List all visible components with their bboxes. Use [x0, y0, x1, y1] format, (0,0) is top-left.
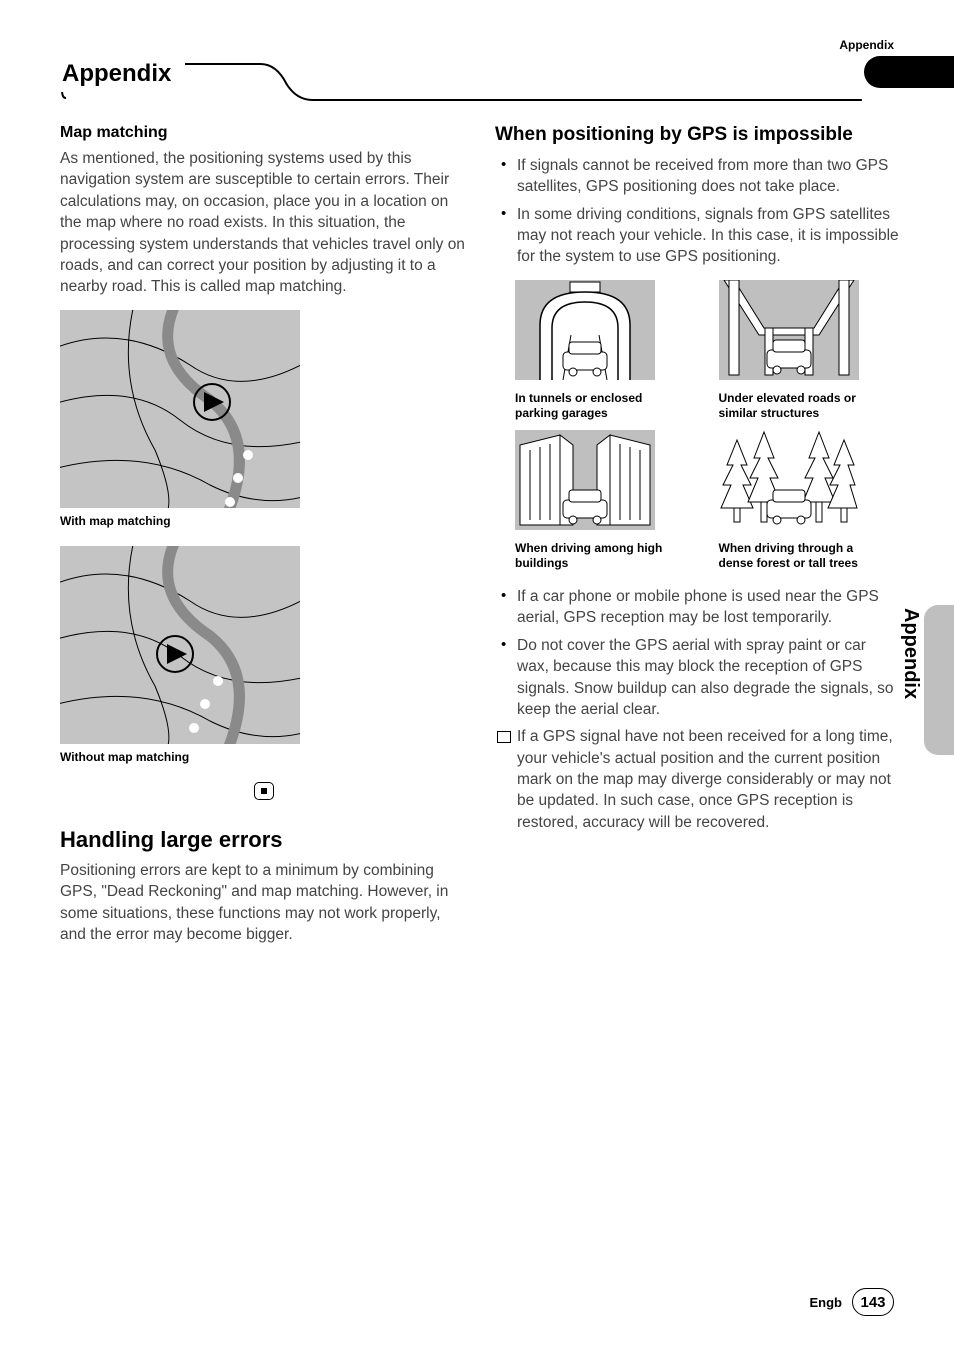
side-tab — [924, 605, 954, 755]
bullets-top: If signals cannot be received from more … — [495, 155, 902, 268]
scenario-buildings: When driving among high buildings — [515, 430, 699, 572]
bullet-item: If signals cannot be received from more … — [495, 155, 902, 198]
chapter-title: Appendix — [60, 60, 185, 92]
caption-with-map-matching: With map matching — [60, 514, 467, 528]
bullet-item: In some driving conditions, signals from… — [495, 204, 902, 268]
map-matching-paragraph: As mentioned, the positioning systems us… — [60, 148, 467, 298]
bullet-item: If a car phone or mobile phone is used n… — [495, 586, 902, 629]
chapter-bar: Appendix — [60, 60, 902, 92]
scenario-caption: When driving among high buildings — [515, 541, 665, 572]
scenario-grid: In tunnels or enclosed parking garages — [515, 280, 902, 572]
scenario-elevated: Under elevated roads or similar structur… — [719, 280, 903, 422]
scenario-tunnel: In tunnels or enclosed parking garages — [515, 280, 699, 422]
scenario-forest: When driving through a dense forest or t… — [719, 430, 903, 572]
scenario-caption: In tunnels or enclosed parking garages — [515, 391, 665, 422]
figure-with-map-matching — [60, 310, 467, 508]
side-tab-label: Appendix — [899, 608, 922, 699]
caption-without-map-matching: Without map matching — [60, 750, 467, 764]
bullet-item-note: If a GPS signal have not been received f… — [495, 726, 902, 833]
scenario-caption: Under elevated roads or similar structur… — [719, 391, 869, 422]
header-section-label: Appendix — [60, 38, 902, 52]
footer-lang: Engb — [810, 1295, 843, 1310]
page-footer: Engb 143 — [810, 1288, 895, 1316]
scenario-caption: When driving through a dense forest or t… — [719, 541, 869, 572]
gps-impossible-heading: When positioning by GPS is impossible — [495, 124, 902, 147]
handling-large-errors-heading: Handling large errors — [60, 827, 467, 852]
bullet-item: Do not cover the GPS aerial with spray p… — [495, 635, 902, 721]
right-column: When positioning by GPS is impossible If… — [495, 124, 902, 957]
page-number: 143 — [852, 1288, 894, 1316]
figure-without-map-matching — [60, 546, 467, 744]
handling-large-errors-paragraph: Positioning errors are kept to a minimum… — [60, 860, 467, 946]
left-column: Map matching As mentioned, the positioni… — [60, 124, 467, 957]
section-end-icon — [60, 782, 467, 805]
bullets-bottom: If a car phone or mobile phone is used n… — [495, 586, 902, 833]
map-matching-heading: Map matching — [60, 124, 467, 142]
